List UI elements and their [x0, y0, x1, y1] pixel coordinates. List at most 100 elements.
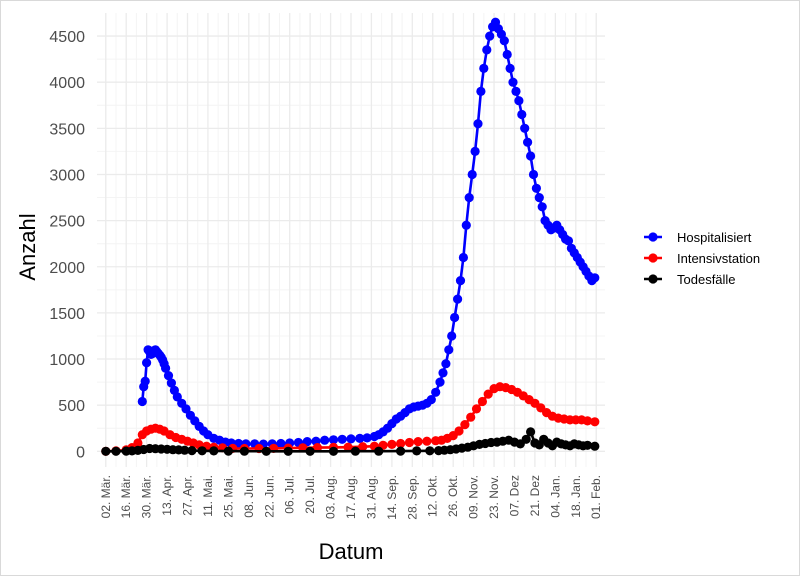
legend-key-point [648, 232, 658, 242]
y-tick-label: 2000 [49, 260, 85, 277]
legend: Hospitalisiert Intensivstation Todesfälle [644, 230, 760, 287]
x-tick-label: 18. Jan. [569, 475, 583, 518]
data-point-hospitalized [142, 358, 152, 368]
data-point-hospitalized [534, 193, 544, 203]
legend-label: Intensivstation [677, 251, 760, 266]
data-point-icu [396, 438, 406, 449]
data-point-hospitalized [526, 151, 536, 161]
data-point-hospitalized [485, 31, 495, 41]
data-point-hospitalized [520, 123, 530, 133]
data-point-deaths [197, 446, 207, 456]
x-tick-label: 12. Okt. [426, 475, 440, 517]
y-tick-label: 4000 [49, 75, 85, 92]
data-point-icu [312, 443, 322, 453]
data-point-deaths [590, 441, 600, 451]
legend-item-icu: Intensivstation [644, 251, 760, 266]
x-tick-label: 31. Aug. [364, 475, 378, 519]
data-point-icu [466, 412, 476, 422]
data-point-icu [483, 389, 493, 399]
data-point-deaths [396, 446, 406, 456]
data-point-deaths [180, 445, 190, 455]
x-tick-label: 02. Mär. [99, 475, 113, 518]
data-point-icu [358, 442, 368, 452]
data-point-hospitalized [444, 345, 454, 355]
data-point-hospitalized [473, 119, 483, 129]
data-point-icu [477, 396, 487, 407]
data-point-icu [343, 442, 353, 452]
data-point-hospitalized [163, 371, 174, 381]
data-point-hospitalized [511, 86, 521, 96]
data-point-hospitalized [523, 137, 533, 147]
data-point-hospitalized [464, 193, 474, 203]
x-tick-label: 27. Apr. [181, 475, 195, 516]
x-tick-label: 01. Feb. [589, 475, 603, 519]
data-point-hospitalized [166, 378, 176, 388]
x-tick-label: 20. Jul. [303, 475, 317, 514]
data-point-deaths [305, 446, 315, 456]
data-point-deaths [425, 446, 435, 456]
data-point-deaths [412, 446, 422, 456]
data-point-hospitalized [137, 396, 147, 407]
data-point-deaths [187, 446, 197, 456]
series-icu [101, 382, 600, 456]
series-layer [101, 17, 600, 456]
data-point-icu [387, 439, 397, 449]
data-point-hospitalized [426, 395, 436, 405]
data-point-icu [422, 436, 432, 446]
x-tick-label: 14. Sep. [385, 475, 399, 520]
x-tick-label: 09. Nov. [467, 475, 481, 519]
x-tick-label: 03. Aug. [324, 475, 338, 519]
data-point-hospitalized [455, 276, 466, 286]
y-tick-label: 4500 [49, 29, 85, 46]
data-point-hospitalized [346, 434, 356, 444]
data-point-icu [460, 420, 470, 430]
data-point-hospitalized [458, 252, 468, 263]
data-point-deaths [521, 434, 531, 444]
data-point-deaths [223, 446, 233, 456]
x-tick-label: 06. Jul. [283, 475, 297, 514]
data-point-hospitalized [337, 434, 347, 444]
data-point-icu [590, 417, 600, 427]
series-deaths [101, 427, 600, 456]
x-axis-ticks: 02. Mär. 16. Mär. 30. Mär. 13. Apr. 27. Apr.… [99, 475, 603, 520]
data-point-hospitalized [505, 63, 515, 73]
data-point-deaths [526, 427, 536, 437]
x-tick-label: 08. Jun. [242, 475, 256, 518]
y-axis-ticks: 0 500 1000 1500 2000 2500 3000 3500 4000 4500 [49, 29, 85, 461]
data-point-hospitalized [172, 392, 182, 402]
y-tick-label: 1000 [49, 352, 85, 369]
data-point-hospitalized [470, 146, 480, 156]
data-point-hospitalized [563, 236, 574, 246]
data-point-hospitalized [502, 49, 512, 60]
series-hospitalized [137, 17, 600, 449]
data-point-deaths [209, 446, 219, 456]
data-point-hospitalized [479, 63, 489, 73]
y-tick-label: 1500 [49, 306, 85, 323]
x-axis-title: Datum [319, 539, 384, 564]
legend-label: Hospitalisiert [677, 230, 752, 245]
data-point-hospitalized [362, 433, 372, 443]
data-point-hospitalized [161, 363, 171, 373]
data-point-hospitalized [431, 387, 441, 397]
data-point-hospitalized [450, 312, 460, 323]
y-tick-label: 2500 [49, 214, 85, 231]
x-tick-label: 17. Aug. [344, 475, 358, 519]
data-point-icu [454, 426, 464, 436]
data-point-deaths [582, 440, 593, 450]
y-tick-label: 500 [58, 398, 85, 415]
data-point-hospitalized [328, 435, 339, 445]
data-point-hospitalized [508, 77, 518, 87]
data-point-hospitalized [441, 359, 451, 369]
data-point-deaths [111, 446, 121, 456]
data-point-hospitalized [447, 331, 457, 341]
data-point-hospitalized [435, 377, 445, 387]
data-point-icu [133, 438, 143, 448]
data-point-hospitalized [453, 294, 463, 304]
data-point-hospitalized [537, 202, 547, 212]
data-point-hospitalized [355, 433, 365, 443]
data-point-deaths [261, 446, 271, 456]
data-point-hospitalized [531, 183, 542, 193]
legend-key-point [648, 253, 658, 263]
data-point-hospitalized [528, 169, 539, 180]
